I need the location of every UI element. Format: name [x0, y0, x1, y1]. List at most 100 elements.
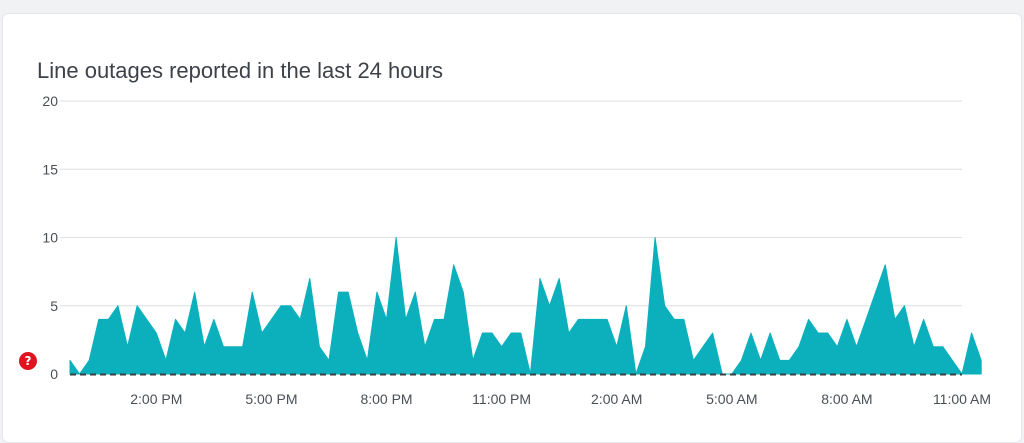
y-tick-label: 5: [50, 298, 58, 314]
data-point: [625, 305, 627, 307]
data-point: [740, 359, 742, 361]
data-point: [683, 318, 685, 320]
x-tick-label: 8:00 PM: [360, 391, 412, 407]
data-point: [290, 305, 292, 307]
data-point: [232, 346, 234, 348]
y-tick-label: 0: [50, 366, 58, 382]
data-point: [980, 359, 982, 361]
data-point: [817, 332, 819, 334]
data-point: [558, 277, 560, 279]
data-point: [884, 264, 886, 266]
data-point: [88, 359, 90, 361]
data-point: [405, 318, 407, 320]
data-point: [117, 305, 119, 307]
data-point: [539, 277, 541, 279]
data-point: [222, 346, 224, 348]
data-point: [836, 346, 838, 348]
data-point: [913, 346, 915, 348]
data-point: [549, 305, 551, 307]
data-point: [136, 305, 138, 307]
data-point: [424, 346, 426, 348]
data-point: [606, 318, 608, 320]
data-point: [194, 291, 196, 293]
data-point: [702, 346, 704, 348]
data-point: [491, 332, 493, 334]
data-point: [107, 318, 109, 320]
data-point: [894, 318, 896, 320]
x-tick-label: 2:00 AM: [591, 391, 642, 407]
x-tick-label: 5:00 AM: [706, 391, 757, 407]
y-tick-label: 10: [42, 230, 58, 246]
data-point: [827, 332, 829, 334]
data-point: [750, 332, 752, 334]
data-point: [69, 359, 71, 361]
data-point: [338, 291, 340, 293]
data-point: [798, 346, 800, 348]
data-point: [242, 346, 244, 348]
x-tick-label: 5:00 PM: [245, 391, 297, 407]
data-point: [443, 318, 445, 320]
data-point: [347, 291, 349, 293]
data-point: [251, 291, 253, 293]
data-point: [808, 318, 810, 320]
data-point: [875, 291, 877, 293]
data-point: [644, 346, 646, 348]
data-point: [788, 359, 790, 361]
data-point: [673, 318, 675, 320]
data-point: [760, 359, 762, 361]
data-point: [903, 305, 905, 307]
help-icon[interactable]: ?: [19, 352, 37, 370]
data-point: [712, 332, 714, 334]
data-point: [127, 346, 129, 348]
data-point: [328, 359, 330, 361]
data-point: [213, 318, 215, 320]
data-point: [520, 332, 522, 334]
data-point: [433, 318, 435, 320]
data-point: [453, 264, 455, 266]
data-point: [175, 318, 177, 320]
data-point: [587, 318, 589, 320]
data-point: [299, 318, 301, 320]
data-point: [376, 291, 378, 293]
data-point: [203, 346, 205, 348]
data-point: [309, 277, 311, 279]
data-point: [414, 291, 416, 293]
data-point: [462, 291, 464, 293]
data-point: [616, 346, 618, 348]
data-point: [146, 318, 148, 320]
data-point: [318, 346, 320, 348]
data-point: [270, 318, 272, 320]
data-point: [923, 318, 925, 320]
x-tick-label: 11:00 AM: [933, 391, 991, 407]
x-tick-label: 8:00 AM: [821, 391, 872, 407]
data-point: [855, 346, 857, 348]
data-point: [184, 332, 186, 334]
data-point: [769, 332, 771, 334]
data-point: [261, 332, 263, 334]
data-point: [386, 318, 388, 320]
data-point: [779, 359, 781, 361]
data-point: [971, 332, 973, 334]
data-point: [932, 346, 934, 348]
chart-title: Line outages reported in the last 24 hou…: [37, 58, 444, 83]
data-point: [846, 318, 848, 320]
data-point: [395, 237, 397, 239]
x-tick-label: 11:00 PM: [472, 391, 531, 407]
data-point: [155, 332, 157, 334]
data-point: [597, 318, 599, 320]
data-point: [568, 332, 570, 334]
data-point: [357, 332, 359, 334]
data-point: [501, 346, 503, 348]
data-point: [366, 359, 368, 361]
data-point: [951, 359, 953, 361]
data-point: [510, 332, 512, 334]
data-point: [692, 359, 694, 361]
data-point: [481, 332, 483, 334]
data-point: [98, 318, 100, 320]
data-point: [942, 346, 944, 348]
y-tick-label: 20: [42, 93, 58, 109]
data-point: [664, 305, 666, 307]
data-point: [865, 318, 867, 320]
data-point: [654, 237, 656, 239]
